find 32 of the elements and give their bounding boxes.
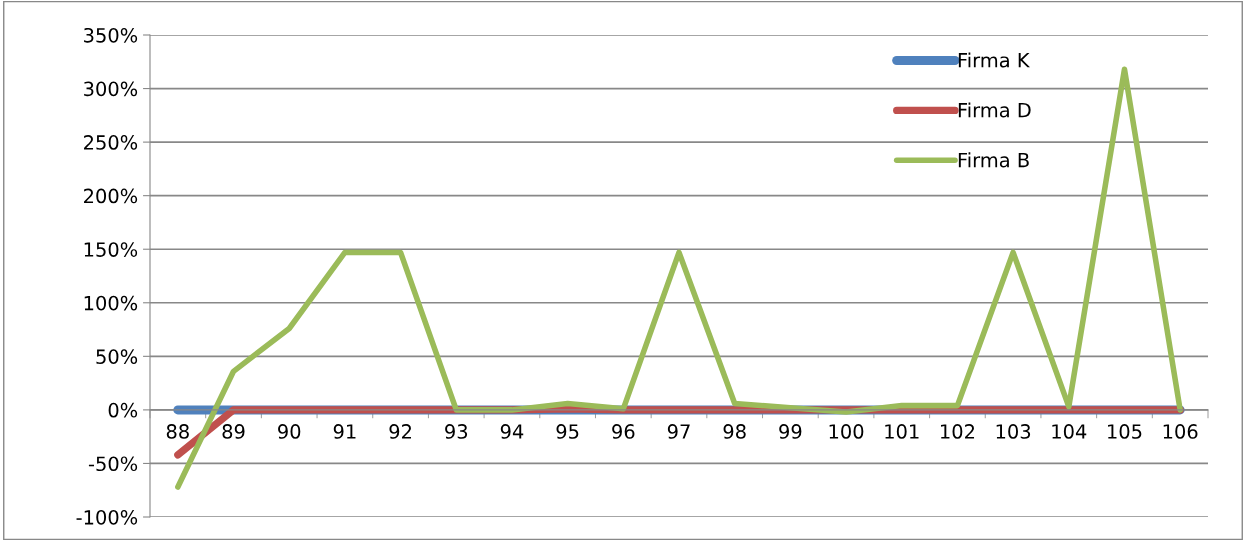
y-tick-label: 250%	[84, 135, 138, 150]
x-tick-label: 96	[612, 424, 635, 439]
y-tick-label: 100%	[84, 295, 138, 311]
x-tick-label: 88	[166, 424, 189, 439]
x-tick-label: 99	[779, 424, 802, 439]
x-tick-label: 92	[389, 424, 411, 439]
x-tick-label: 102	[941, 424, 975, 439]
y-tick-label: 300%	[84, 81, 138, 97]
y-tick-label: 0%	[108, 402, 138, 418]
x-tick-label: 97	[667, 424, 690, 439]
y-tick-label: -100%	[76, 509, 138, 525]
x-tick-label: 90	[278, 424, 301, 439]
x-tick-label: 104	[1052, 424, 1087, 439]
x-tick-label: 94	[500, 424, 524, 439]
y-tick-label: -50%	[88, 456, 138, 472]
x-tick-label: 101	[885, 424, 919, 439]
x-tick-label: 91	[333, 424, 356, 439]
y-tick-label: 150%	[84, 242, 138, 257]
x-tick-label: 95	[556, 424, 579, 439]
y-tick-label: 50%	[96, 349, 138, 364]
x-tick-label: 98	[723, 424, 746, 439]
x-tick-label: 105	[1108, 424, 1142, 439]
legend-label: Firma K	[958, 52, 1030, 68]
legend-label: Firma B	[958, 152, 1029, 168]
x-tick-label: 100	[829, 424, 864, 439]
y-tick-label: 350%	[84, 27, 138, 43]
x-tick-label: 93	[445, 424, 468, 439]
x-tick-label: 106	[1163, 424, 1198, 439]
x-tick-label: 89	[222, 424, 245, 439]
x-tick-label: 103	[996, 424, 1031, 439]
legend-label: Firma D	[958, 102, 1031, 118]
y-tick-label: 200%	[84, 188, 138, 204]
